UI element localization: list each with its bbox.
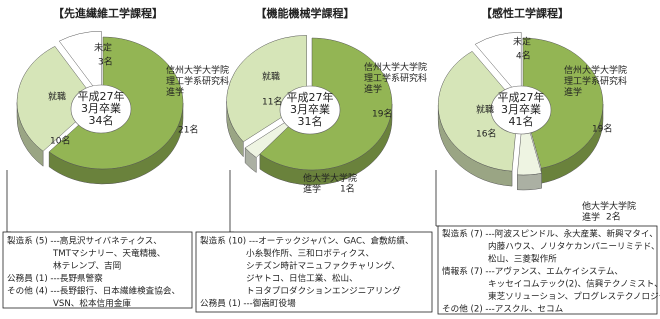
pie-tops: [437, 32, 604, 176]
slice: [226, 35, 307, 143]
slice: [522, 37, 604, 169]
center-label: 平成27年 3月卒業 31名: [287, 90, 334, 128]
note-box: [437, 225, 658, 315]
value-label: 3名: [98, 56, 113, 68]
value-label: 1名: [340, 183, 355, 195]
chart-title: 【先進繊維工学課程】: [53, 6, 163, 20]
value-label: 19名: [372, 108, 392, 120]
note-line: その他 (2) ---アスクル、セコム: [442, 303, 564, 315]
note-line: TMTマシナリー、天竜精機、: [52, 247, 165, 259]
center-label: 平成27年 3月卒業 34名: [78, 89, 125, 127]
note-line: 林テレンプ、吉岡: [53, 260, 121, 272]
value-label: 10名: [50, 135, 70, 147]
chart-title: 【機能機械学課程】: [256, 6, 355, 20]
note-line: 公務員 (1) ---長野県警察: [7, 272, 103, 284]
note-line: VSN、松本信用金庫: [53, 297, 131, 309]
note-line: 製造系 (5) ---高見沢サイバネティクス、: [7, 235, 162, 247]
slice: [437, 51, 519, 172]
slice-side: [517, 172, 542, 191]
center-badge: [70, 84, 132, 134]
slice: [474, 32, 522, 99]
note-line: 製造系 (7) ---阿波スピンドル、永大産業、新興マタイ、: [442, 228, 658, 240]
value-label: 2名: [606, 211, 621, 223]
note-line: 製造系 (10) ---オーテックジャパン、GAC、倉敷紡績、: [200, 235, 414, 247]
note-box: [2, 231, 193, 309]
note-line: 情報系 (7) ---アヴァンス、エムケイシステム、: [442, 265, 623, 277]
note-line: ジヤトコ、日信工業、松山、: [246, 272, 358, 284]
slice-label: 他大学大学院進学: [582, 200, 636, 223]
slice-label: 信州大学大学院理工学系研究科進学: [564, 64, 627, 98]
slice-label: 信州大学大学院理工学系研究科進学: [166, 64, 229, 98]
slice: [16, 46, 98, 152]
value-label: 11名: [262, 96, 282, 108]
value-label: 4名: [516, 50, 531, 62]
note-line: キッセイコムテック(2)、信興テクノミスト、: [488, 278, 660, 290]
note-line: 東芝ソリューション、プログレステクノロジーズ: [488, 290, 660, 302]
note-line: その他 (4) ---長野銀行、日本繊維検査協会、: [7, 285, 180, 297]
value-label: 19名: [592, 123, 612, 135]
slice: [58, 30, 102, 98]
slice-label: 就職: [262, 71, 280, 83]
chart-title: 【感性工学課程】: [481, 6, 569, 20]
note-box: [195, 231, 433, 313]
center-badge: [279, 85, 341, 135]
slice-label: 就職: [476, 104, 494, 116]
note-line: シチズン時計マニュファクチャリング、: [246, 260, 400, 272]
slice-label: 信州大学大学院理工学系研究科進学: [364, 61, 427, 95]
note-line: トヨタプロダクションエンジニアリング: [246, 285, 401, 297]
connectors: [6, 170, 440, 233]
center-badge: [490, 85, 552, 135]
note-line: 内藤ハウス、ノリタケカンパニーリミテド、: [488, 240, 660, 252]
slice-label: 就職: [48, 91, 66, 103]
value-label: 21名: [178, 124, 198, 136]
note-line: 松山、三菱製作所: [488, 253, 557, 265]
slice-label: 未定: [513, 36, 531, 48]
note-line: 小糸製作所、三和ロボティクス、: [246, 247, 374, 259]
slice-label: 未定: [94, 42, 112, 54]
value-label: 16名: [476, 128, 496, 140]
note-line: 公務員 (1) ---御嵩町役場: [200, 297, 296, 309]
slice-label: 他大学大学院進学: [303, 172, 357, 195]
center-label: 平成27年 3月卒業 41名: [498, 90, 545, 128]
